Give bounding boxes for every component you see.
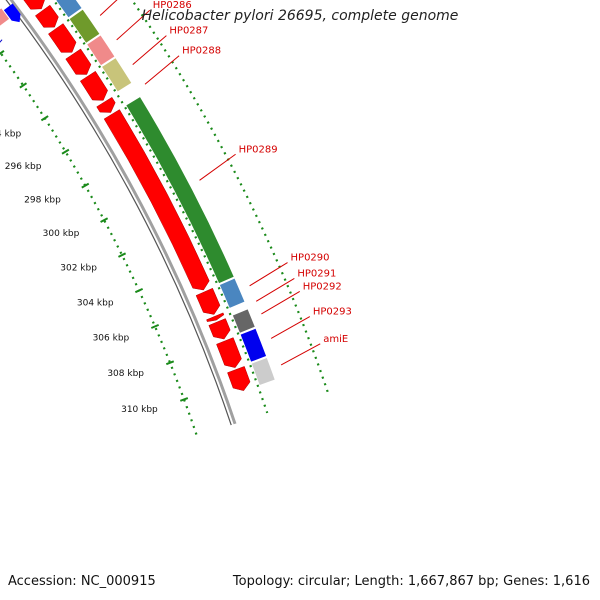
scale-tick-label: 306 kbp xyxy=(93,333,130,343)
gene-arrow-hp0286 xyxy=(65,48,92,75)
scale-tick-mark xyxy=(19,82,28,89)
rna-leader-line xyxy=(0,39,3,43)
cog-block-hp0286 xyxy=(87,35,115,66)
scale-tick-label: 308 kbp xyxy=(107,369,144,379)
gene-arrow-hp0290 xyxy=(195,287,221,315)
cog-block-hp0289 xyxy=(126,97,234,284)
dotted-ring-3 xyxy=(130,0,329,393)
label-layer: aroBHP0284HP0285HP0286HP0287HP0288HP0289… xyxy=(0,0,352,366)
scale-tick-mark xyxy=(81,182,90,189)
gene-arrow-arob xyxy=(23,0,45,10)
scale-tick-mark xyxy=(150,323,160,329)
cog-block-hp0293 xyxy=(240,328,267,362)
scale-tick-label: 300 kbp xyxy=(43,229,80,239)
gene-arrow-hp0288 xyxy=(96,96,116,113)
scale-tick-mark xyxy=(134,287,144,294)
scale-tick-label: 302 kbp xyxy=(60,264,97,274)
gene-label-hp0291: HP0291 xyxy=(297,268,336,279)
scale-tick-label: 296 kbp xyxy=(5,162,42,172)
gene-arrow-amie xyxy=(227,366,251,391)
gene-label-hp0287: HP0287 xyxy=(169,26,208,37)
gene-arrow-hp0292 xyxy=(208,318,231,340)
cds-ring xyxy=(23,0,251,391)
cog-block-hp0290 xyxy=(219,278,245,308)
gene-arrow-hp0287 xyxy=(79,70,108,101)
scale-tick-mark xyxy=(0,50,5,55)
gene-label-hp0288: HP0288 xyxy=(182,46,221,57)
backbone-layer xyxy=(5,0,237,426)
gene-leader-line xyxy=(132,35,167,65)
gene-label-hp0286: HP0286 xyxy=(153,0,192,11)
gene-leader-line xyxy=(116,9,151,41)
scale-tick-mark xyxy=(165,360,175,366)
cog-block-hp0285 xyxy=(69,9,100,43)
gene-leader-line xyxy=(270,316,311,339)
gene-label-hp0293: HP0293 xyxy=(313,307,352,318)
gene-leader-line xyxy=(249,262,288,287)
accession-text: Accession: NC_000915 xyxy=(8,574,156,589)
scale-tick-mark xyxy=(179,397,189,402)
scale-tick-mark xyxy=(118,252,127,258)
gene-arrow-hp0289 xyxy=(103,109,210,291)
cog-ring xyxy=(56,0,275,385)
gene-leader-line xyxy=(280,343,321,366)
backbone-line xyxy=(5,0,232,426)
gene-arrow-hp0291 xyxy=(206,312,225,322)
gene-leader-line xyxy=(261,291,301,315)
rna-ring xyxy=(0,3,21,26)
scale-tick-label: 294 kbp xyxy=(0,129,21,139)
gene-leader-line xyxy=(255,278,295,302)
scale-tick-label: 310 kbp xyxy=(121,405,158,415)
scale-tick-label: 304 kbp xyxy=(77,298,114,308)
map-title: Helicobacter pylori 26695, complete geno… xyxy=(141,8,459,24)
scale-tick-mark xyxy=(61,148,70,155)
backbone-line xyxy=(9,0,237,425)
gene-leader-line xyxy=(144,55,180,85)
gene-label-hp0290: HP0290 xyxy=(291,253,330,264)
cog-block-hp0292 xyxy=(232,309,255,333)
genome-summary-text: Topology: circular; Length: 1,667,867 bp… xyxy=(232,574,590,589)
gene-label-hp0289: HP0289 xyxy=(239,144,278,155)
gene-arrow-hp0285 xyxy=(48,23,77,53)
scale-tick-mark xyxy=(100,217,109,223)
rna-arrow-tgt xyxy=(3,3,21,23)
cog-block-hp0287 xyxy=(102,58,132,92)
cog-block-hp0284 xyxy=(56,0,82,18)
scale-tick-mark xyxy=(40,115,49,122)
gene-label-amie: amiE xyxy=(323,334,348,345)
scale-tick-label: 298 kbp xyxy=(24,195,61,205)
rna-cog-block xyxy=(0,8,10,26)
cog-block-amie xyxy=(251,357,275,385)
gene-arrow-hp0293 xyxy=(216,337,242,368)
gene-leader-line xyxy=(99,0,118,16)
gene-leader-line xyxy=(199,153,236,181)
gene-arrow-hp0284 xyxy=(35,4,59,28)
gene-label-hp0292: HP0292 xyxy=(303,281,342,292)
